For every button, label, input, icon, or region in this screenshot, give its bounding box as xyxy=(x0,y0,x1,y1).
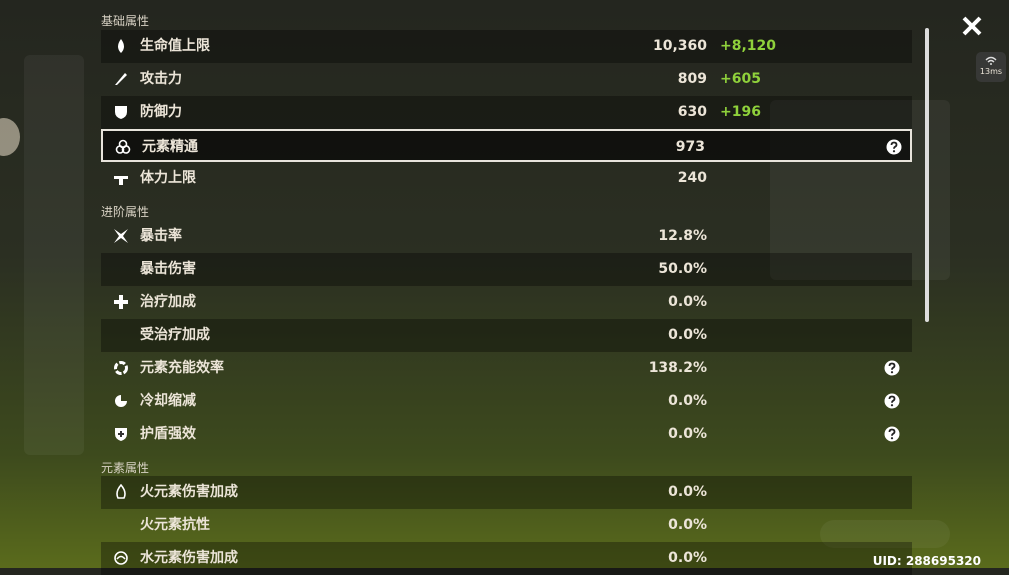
scrollbar xyxy=(925,28,929,322)
help-button[interactable] xyxy=(884,426,900,442)
stat-name: 防御力 xyxy=(140,104,182,120)
stat-row: 护盾强效 0.0% xyxy=(101,418,912,451)
stat-name: 水元素伤害加成 xyxy=(140,550,238,566)
stat-value: 0.0% xyxy=(668,393,707,409)
stat-name: 攻击力 xyxy=(140,71,182,87)
stat-value: 10,360 xyxy=(652,38,707,54)
stat-value: 0.0% xyxy=(668,550,707,566)
stat-icon xyxy=(115,428,127,441)
stat-name: 生命值上限 xyxy=(140,38,210,54)
uid: UID: 288695320 xyxy=(872,554,981,568)
stat-icon xyxy=(115,106,127,119)
stat-row: 冷却缩减 0.0% xyxy=(101,385,912,418)
stat-row[interactable]: 元素精通 973 xyxy=(101,129,912,162)
stat-row: 防御力 630 +196 xyxy=(101,96,912,129)
stat-value: 0.0% xyxy=(668,426,707,442)
section-title: 元素属性 xyxy=(101,461,150,475)
stat-row: 攻击力 809 +605 xyxy=(101,63,912,96)
stat-name: 体力上限 xyxy=(140,170,196,186)
close-button[interactable] xyxy=(961,15,983,37)
stat-value: 240 xyxy=(677,170,707,186)
stat-bonus: +8,120 xyxy=(720,38,777,54)
stat-name: 火元素抗性 xyxy=(140,517,210,533)
stat-name: 冷却缩减 xyxy=(140,393,196,409)
stat-icon xyxy=(114,551,128,565)
stat-name: 暴击率 xyxy=(140,228,182,244)
stat-value: 630 xyxy=(677,104,707,120)
stat-icon xyxy=(114,295,128,309)
stat-row: 受治疗加成 0.0% xyxy=(101,319,912,352)
stat-name: 受治疗加成 xyxy=(140,327,210,343)
stat-value: 809 xyxy=(677,71,707,87)
stat-value: 0.0% xyxy=(668,517,707,533)
help-button[interactable] xyxy=(886,139,902,155)
stat-value: 50.0% xyxy=(658,261,707,277)
wifi-icon xyxy=(985,56,997,65)
stat-icon xyxy=(115,139,131,154)
stat-icon xyxy=(116,484,126,499)
bg-panel xyxy=(24,55,84,455)
stat-row: 治疗加成 0.0% xyxy=(101,286,912,319)
stat-value: 973 xyxy=(675,139,705,155)
stat-icon xyxy=(114,361,128,375)
stat-name: 火元素伤害加成 xyxy=(140,484,238,500)
stat-row: 生命值上限 10,360 +8,120 xyxy=(101,30,912,63)
stat-name: 元素充能效率 xyxy=(140,360,224,376)
help-button[interactable] xyxy=(884,393,900,409)
stat-name: 元素精通 xyxy=(142,139,198,155)
stat-row: 暴击率 12.8% xyxy=(101,220,912,253)
stat-name: 护盾强效 xyxy=(140,426,196,442)
section-title: 基础属性 xyxy=(101,14,150,28)
help-button[interactable] xyxy=(884,360,900,376)
stat-value: 0.0% xyxy=(668,484,707,500)
stat-row: 火元素伤害加成 0.0% xyxy=(101,476,912,509)
stat-icon xyxy=(114,176,128,185)
stat-value: 12.8% xyxy=(658,228,707,244)
stat-icon xyxy=(118,39,124,53)
stat-row: 火元素抗性 0.0% xyxy=(101,509,912,542)
stat-icon xyxy=(114,229,128,243)
stat-name: 治疗加成 xyxy=(140,294,196,310)
ping-text: 13ms xyxy=(979,67,1003,76)
bg-avatar xyxy=(0,118,20,156)
stat-bonus: +605 xyxy=(720,71,761,87)
stat-value: 138.2% xyxy=(648,360,707,376)
stat-row: 水元素伤害加成 0.0% xyxy=(101,542,912,575)
stat-name: 暴击伤害 xyxy=(140,261,196,277)
section-title: 进阶属性 xyxy=(101,205,150,219)
bg-panel xyxy=(820,520,950,548)
stat-row: 元素充能效率 138.2% xyxy=(101,352,912,385)
stat-icon xyxy=(115,395,127,407)
stat-value: 0.0% xyxy=(668,294,707,310)
stat-icon xyxy=(115,73,127,85)
stat-bonus: +196 xyxy=(720,104,761,120)
network-badge: 13ms xyxy=(976,52,1006,82)
stat-row: 体力上限 240 xyxy=(101,162,912,195)
stat-value: 0.0% xyxy=(668,327,707,343)
stat-row: 暴击伤害 50.0% xyxy=(101,253,912,286)
